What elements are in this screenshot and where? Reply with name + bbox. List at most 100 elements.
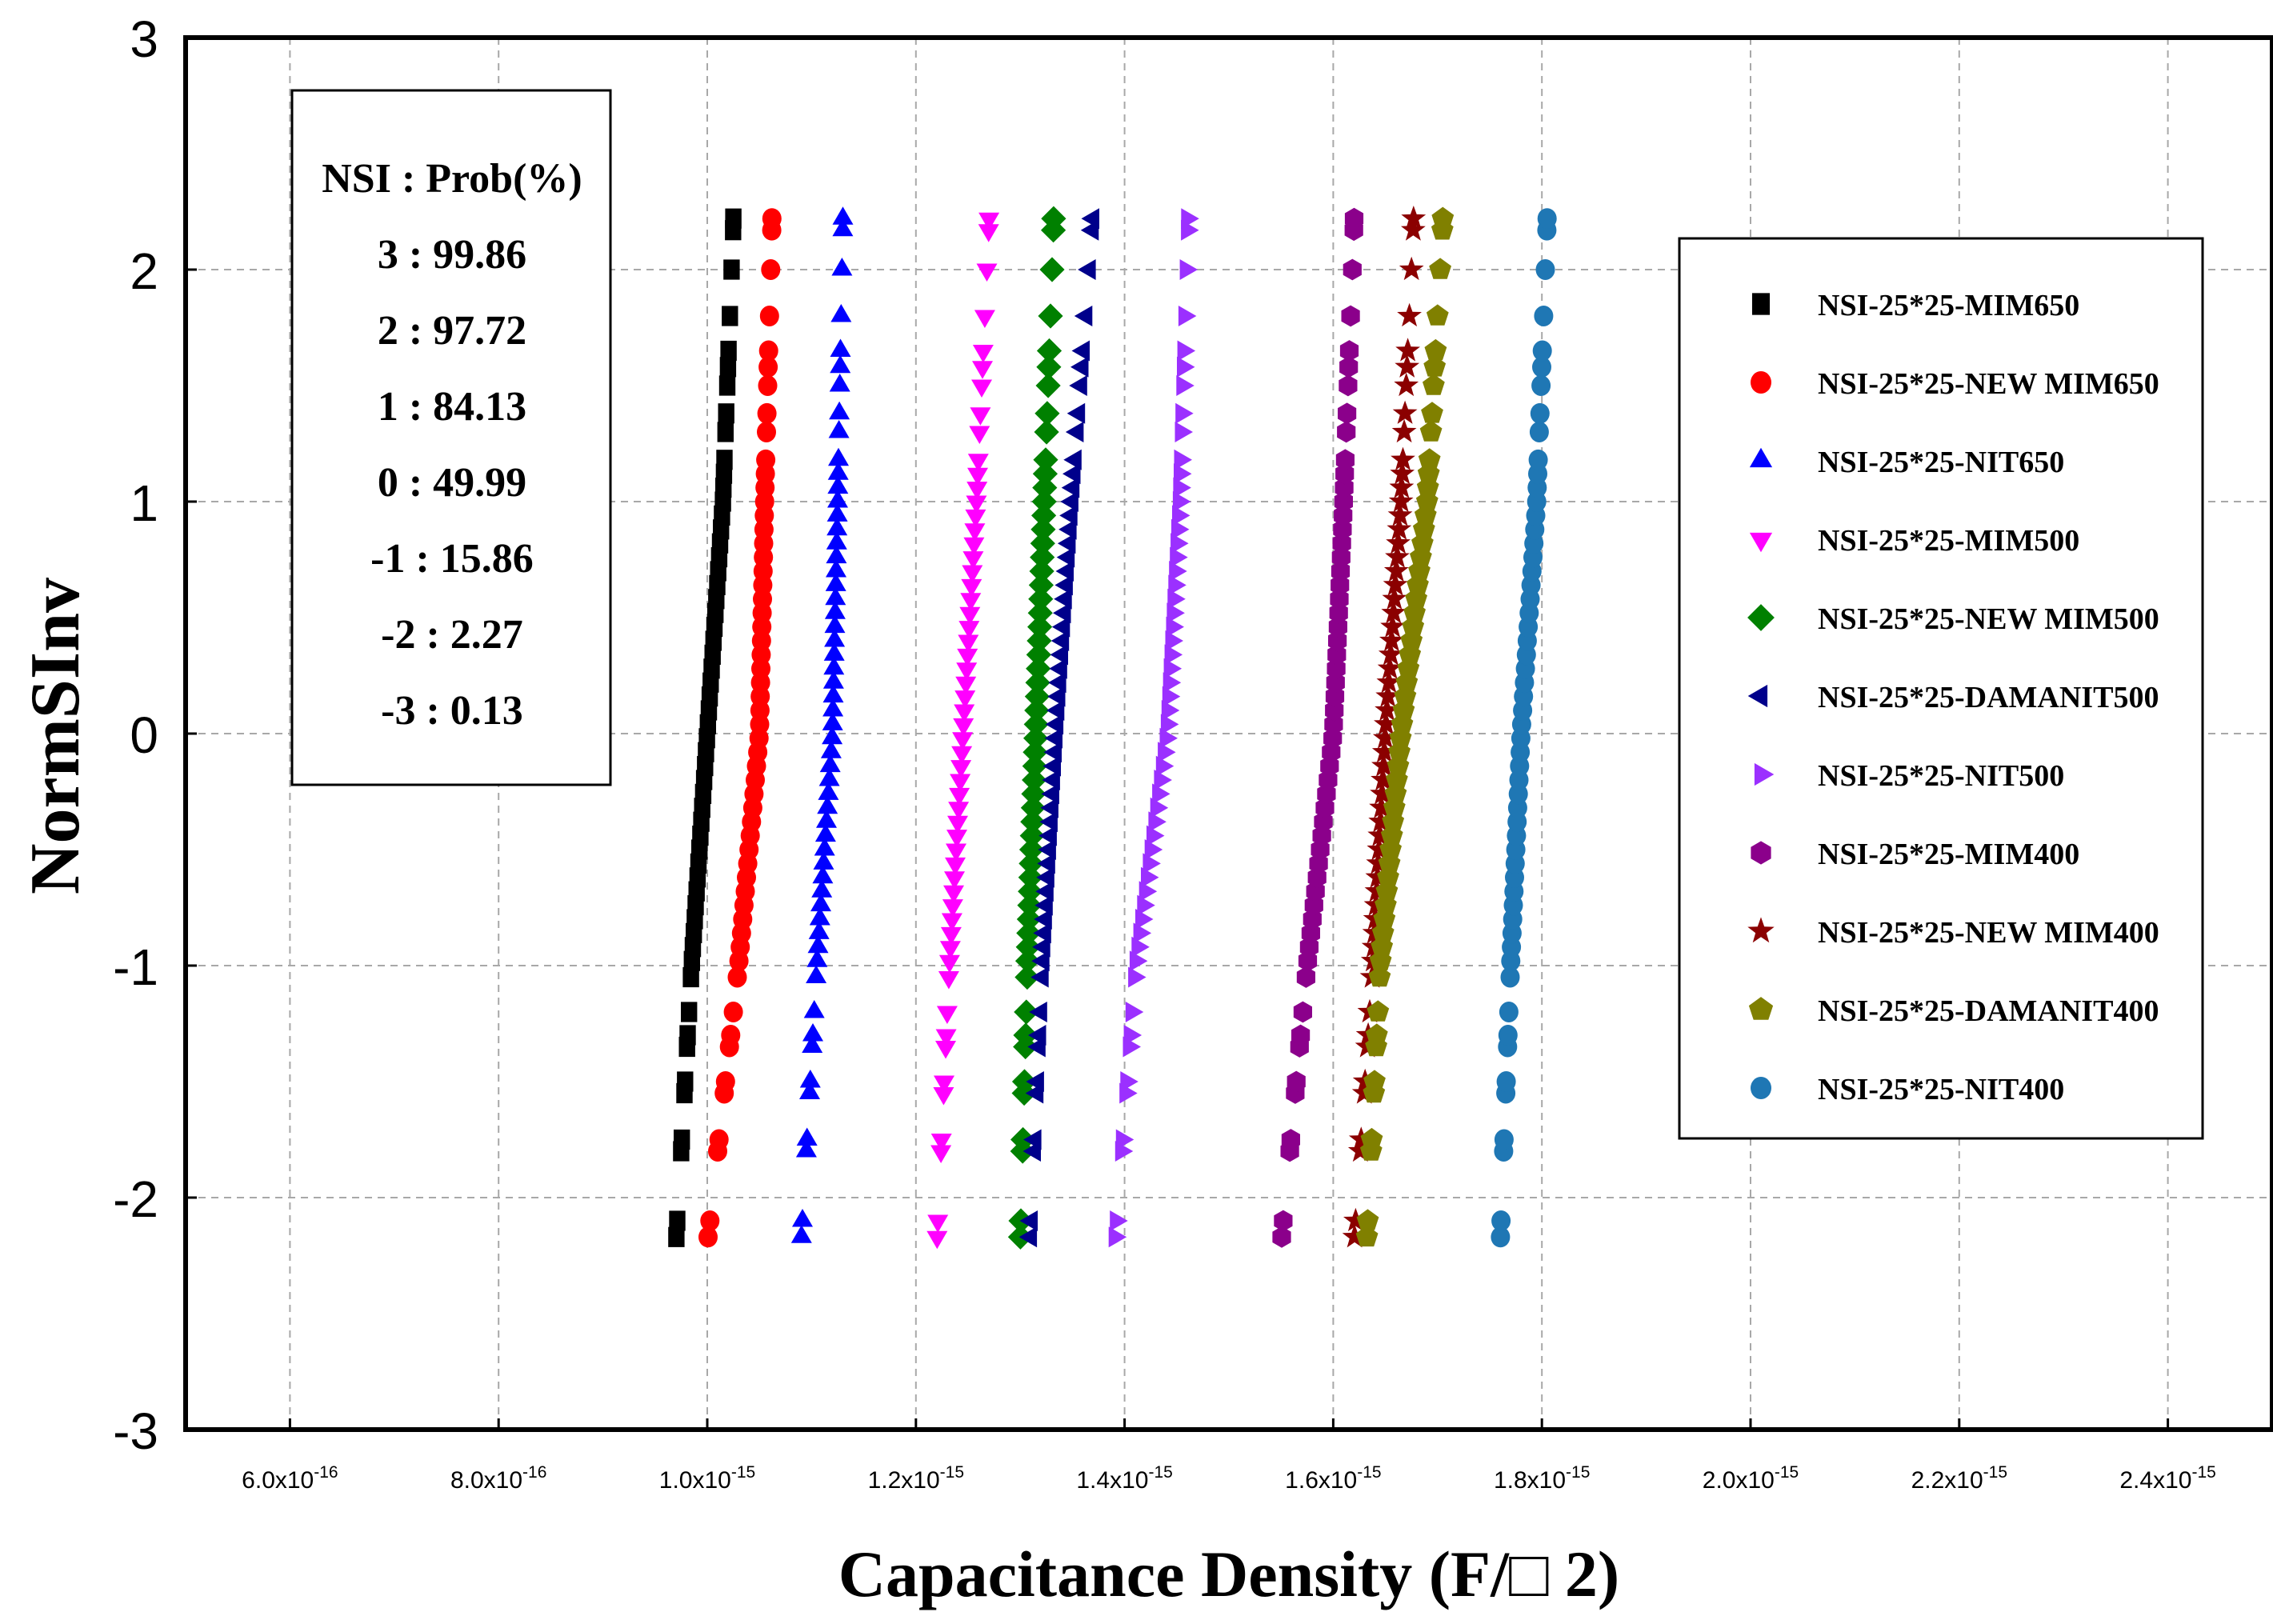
- data-point: [824, 601, 846, 619]
- data-point: [935, 1029, 957, 1047]
- data-point: [825, 586, 846, 606]
- data-point: [830, 304, 852, 322]
- legend-item: NSI-25*25-NEW MIM400: [1747, 916, 2159, 950]
- data-point: [1335, 477, 1354, 498]
- data-point: [958, 621, 980, 639]
- data-point: [716, 450, 733, 470]
- legend-label: NSI-25*25-MIM650: [1818, 289, 2079, 322]
- data-point: [1376, 670, 1402, 694]
- data-point: [941, 913, 962, 931]
- data-point: [1036, 866, 1054, 888]
- data-point: [1036, 338, 1062, 364]
- data-point: [1028, 1025, 1046, 1046]
- data-point: [1378, 642, 1403, 666]
- data-point: [1372, 725, 1398, 749]
- nsi-probability-line: 2 : 97.72: [378, 308, 526, 354]
- data-point: [669, 1210, 686, 1231]
- data-point: [677, 1071, 694, 1092]
- legend-marker: [1747, 684, 1768, 708]
- data-point: [1031, 502, 1057, 528]
- data-point: [759, 306, 779, 326]
- data-point: [1339, 374, 1358, 397]
- data-point: [1529, 422, 1549, 442]
- data-point: [799, 1081, 820, 1099]
- data-point: [964, 523, 986, 542]
- data-point: [930, 1134, 952, 1152]
- data-point: [1120, 1071, 1139, 1092]
- series-6: [1108, 208, 1199, 1248]
- data-point: [1401, 217, 1426, 241]
- data-point: [1339, 356, 1359, 378]
- data-point: [824, 614, 846, 634]
- data-point: [1165, 630, 1183, 651]
- data-point: [802, 1034, 823, 1053]
- data-point: [1423, 355, 1447, 377]
- data-point: [1029, 1002, 1047, 1022]
- data-point: [956, 662, 978, 681]
- y-tick-label: 0: [130, 706, 158, 764]
- data-point: [950, 774, 971, 792]
- data-point: [1367, 1000, 1390, 1022]
- data-point: [808, 921, 830, 939]
- data-point: [1163, 658, 1183, 679]
- data-point: [1532, 340, 1552, 362]
- data-point: [723, 259, 740, 280]
- data-point: [1388, 488, 1414, 513]
- legend-label: NSI-25*25-DAMANIT400: [1818, 994, 2159, 1028]
- y-tick-label: 2: [130, 242, 158, 300]
- x-tick-label: 1.4x10-15: [1076, 1463, 1172, 1494]
- data-point: [1176, 375, 1195, 396]
- legend-item: NSI-25*25-MIM400: [1751, 838, 2079, 871]
- data-point: [823, 642, 845, 661]
- series-7: [1272, 207, 1364, 1248]
- data-point: [1060, 491, 1078, 512]
- data-point: [1023, 726, 1049, 751]
- legend-marker: [1749, 532, 1773, 553]
- data-point: [1171, 533, 1189, 554]
- legend-item: NSI-25*25-MIM500: [1749, 524, 2079, 558]
- data-point: [1041, 783, 1059, 805]
- data-point: [807, 934, 829, 954]
- data-point: [816, 810, 837, 828]
- data-point: [1172, 491, 1191, 512]
- legend-label: NSI-25*25-NIT650: [1818, 446, 2064, 479]
- data-point: [1020, 795, 1046, 821]
- data-point: [826, 503, 848, 522]
- data-point: [1367, 822, 1393, 846]
- data-point: [1528, 449, 1548, 470]
- data-point: [1328, 630, 1347, 652]
- data-point: [828, 420, 850, 438]
- data-point: [1498, 1025, 1518, 1046]
- data-point: [819, 754, 841, 773]
- data-point: [1360, 1127, 1383, 1150]
- data-point: [926, 1230, 948, 1250]
- data-point: [828, 447, 849, 466]
- data-point: [1367, 836, 1392, 861]
- data-point: [1019, 823, 1045, 849]
- data-point: [822, 698, 844, 717]
- data-point: [1030, 966, 1049, 988]
- data-point: [1043, 742, 1062, 763]
- data-point: [1167, 588, 1186, 610]
- data-point: [1494, 1129, 1514, 1150]
- data-point: [1174, 449, 1192, 470]
- legend-marker: [1751, 1076, 1771, 1100]
- data-point: [824, 629, 846, 647]
- data-point: [1421, 402, 1443, 423]
- data-point: [1397, 302, 1422, 327]
- data-point: [1023, 1129, 1042, 1150]
- data-point: [1371, 753, 1396, 777]
- data-point: [936, 1006, 958, 1024]
- nsi-probability-line: 3 : 99.86: [378, 232, 526, 278]
- data-point: [1128, 966, 1147, 988]
- data-point: [1325, 686, 1345, 707]
- data-point: [1041, 206, 1066, 231]
- data-point: [952, 732, 974, 750]
- data-point: [1296, 966, 1315, 988]
- data-point: [976, 263, 998, 282]
- data-point: [1169, 561, 1187, 582]
- legend-label: NSI-25*25-NIT500: [1818, 759, 2064, 793]
- data-point: [1328, 616, 1347, 638]
- data-point: [1391, 446, 1415, 470]
- data-point: [1371, 739, 1397, 763]
